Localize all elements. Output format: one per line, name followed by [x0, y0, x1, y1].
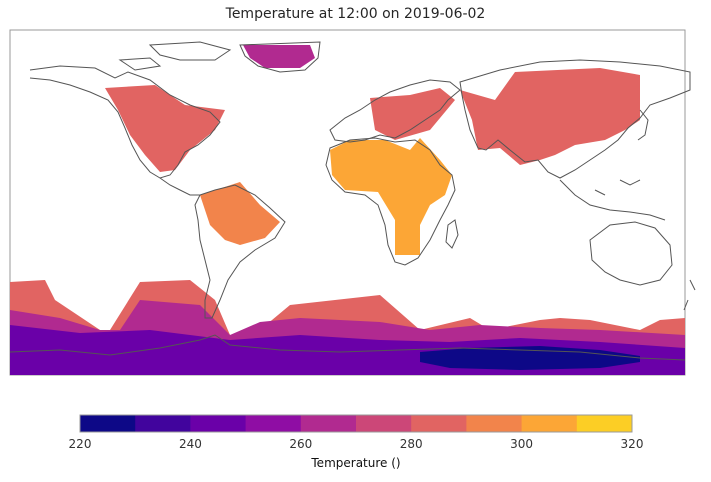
coastline-japan	[637, 109, 649, 141]
coastline-africa	[325, 137, 456, 266]
coastline-europe	[329, 79, 461, 143]
coastline-madagascar	[445, 219, 459, 249]
coastline-antarctica	[9, 334, 686, 361]
colorbar-bin	[190, 415, 247, 432]
colorbar-bin	[576, 415, 633, 432]
coastlines	[9, 41, 696, 361]
coastline-southeast-asia	[559, 179, 666, 221]
colorbar-frame	[79, 414, 633, 433]
colorbar-bin	[135, 415, 191, 432]
colorbar-label: Temperature ()	[311, 456, 401, 470]
coastline-south-america	[194, 184, 286, 319]
field-europe	[370, 88, 455, 140]
coastline-north-america	[29, 65, 221, 179]
colorbar-bin	[466, 415, 523, 432]
field-greenland	[243, 45, 315, 68]
field-asia	[460, 68, 640, 165]
colorbar-bin	[521, 415, 578, 432]
coastline-asia	[459, 59, 691, 179]
colorbar: 220 240 260 280 300 320	[69, 414, 644, 451]
coastline-greenland	[239, 41, 321, 73]
coastline-arctic-islands	[118, 41, 232, 71]
colorbar-bin	[356, 415, 412, 432]
colorbar-tick-label: 300	[510, 437, 533, 451]
colorbar-tick-label: 280	[400, 437, 423, 451]
coastline-central-america	[159, 177, 200, 196]
colorbar-tick-label: 260	[289, 437, 312, 451]
map-title: Temperature at 12:00 on 2019-06-02	[225, 6, 486, 22]
field-south-america	[200, 182, 280, 245]
colorbar-bin	[411, 415, 467, 432]
coastline-new-zealand	[683, 279, 696, 311]
colorbar-tick-label: 320	[621, 437, 644, 451]
temperature-field	[10, 45, 685, 375]
colorbar-bin	[300, 415, 357, 432]
colorbar-tick-label: 240	[179, 437, 202, 451]
colorbar-tick-label: 220	[69, 437, 92, 451]
coastline-australia	[589, 221, 673, 286]
field-africa	[330, 138, 452, 255]
colorbar-bin	[80, 415, 136, 432]
colorbar-bin	[245, 415, 302, 432]
